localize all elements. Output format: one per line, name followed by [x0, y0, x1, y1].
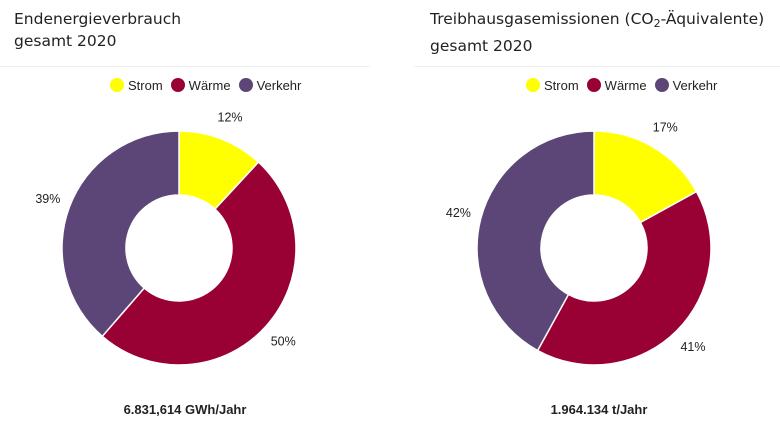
- chart-title-main: Treibhausgasemissionen (CO: [430, 10, 654, 28]
- legend-swatch-strom: [110, 78, 124, 92]
- legend-label-waerme: Wärme: [188, 77, 231, 93]
- chart-panel-emissions: Treibhausgasemissionen (CO2-Äquivalente)…: [414, 0, 780, 431]
- legend-swatch-verkehr: [654, 78, 669, 92]
- chart-title-subscript: 2: [653, 17, 661, 30]
- chart-panel-energy: Endenergieverbrauch gesamt 2020 Strom Wä…: [0, 0, 370, 431]
- slice-label-strom: 12%: [218, 111, 243, 125]
- chart-title: Endenergieverbrauch gesamt 2020: [14, 8, 181, 52]
- donut-chart-emissions: 17% 41% 42%: [446, 120, 712, 366]
- legend-label-verkehr: Verkehr: [256, 77, 302, 93]
- chart-title-line1: Endenergieverbrauch: [14, 10, 182, 28]
- slice-waerme[interactable]: [101, 161, 297, 366]
- legend-item-strom[interactable]: Strom: [526, 78, 579, 93]
- legend-item-strom[interactable]: Strom: [110, 78, 163, 93]
- legend-swatch-waerme: [586, 78, 601, 92]
- chart-title: Treibhausgasemissionen (CO2-Äquivalente)…: [430, 8, 764, 57]
- slice-verkehr[interactable]: [476, 130, 595, 352]
- donut-chart-energy: 12% 50% 39%: [35, 111, 297, 366]
- slice-label-strom: 17%: [653, 120, 678, 134]
- slice-label-verkehr: 39%: [35, 192, 60, 206]
- chart-title-line2: gesamt 2020: [430, 37, 533, 55]
- legend-item-waerme[interactable]: Wärme: [586, 77, 647, 93]
- legend-swatch-strom: [526, 78, 540, 92]
- legend-label-waerme: Wärme: [604, 77, 647, 93]
- divider: [414, 66, 780, 67]
- divider: [0, 66, 370, 67]
- slice-label-waerme: 41%: [680, 340, 705, 354]
- legend-item-verkehr[interactable]: Verkehr: [238, 77, 302, 93]
- legend-item-verkehr[interactable]: Verkehr: [654, 77, 718, 93]
- legend-swatch-verkehr: [238, 78, 253, 92]
- legend-item-waerme[interactable]: Wärme: [170, 77, 231, 93]
- legend: Strom Wärme Verkehr: [526, 75, 725, 95]
- slice-label-waerme: 50%: [271, 334, 296, 348]
- legend-label-strom: Strom: [128, 77, 163, 93]
- chart-title-rest: -Äquivalente): [660, 10, 765, 28]
- slice-label-verkehr: 42%: [446, 206, 471, 220]
- chart-title-line1: Treibhausgasemissionen (CO2-Äquivalente): [430, 8, 764, 35]
- slice-waerme[interactable]: [536, 190, 712, 366]
- slice-verkehr[interactable]: [61, 130, 180, 338]
- total-label: 1.964.134 t/Jahr: [550, 402, 648, 417]
- total-label: 6.831,614 GWh/Jahr: [123, 402, 247, 417]
- legend-label-strom: Strom: [544, 77, 579, 93]
- legend-swatch-waerme: [170, 78, 185, 92]
- legend-label-verkehr: Verkehr: [672, 77, 718, 93]
- chart-title-line2: gesamt 2020: [14, 32, 117, 50]
- legend: Strom Wärme Verkehr: [110, 75, 309, 95]
